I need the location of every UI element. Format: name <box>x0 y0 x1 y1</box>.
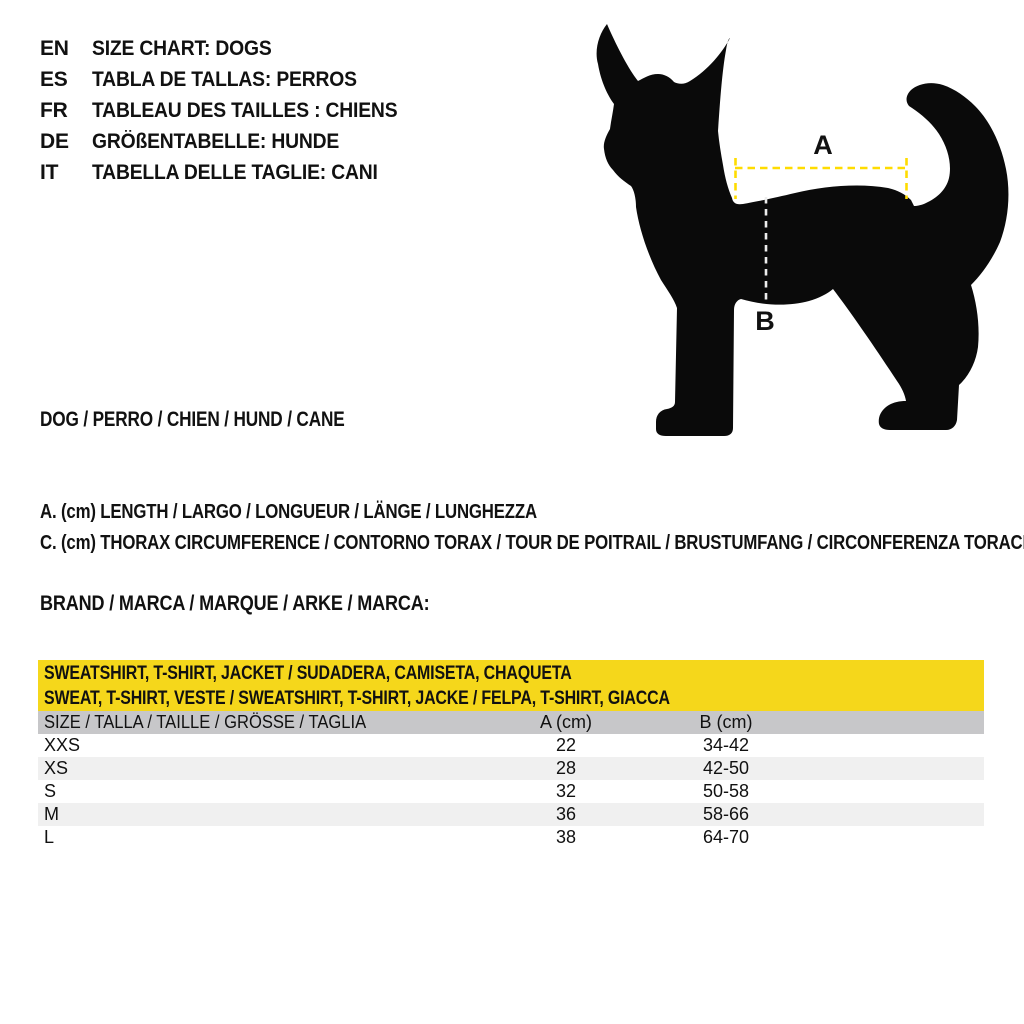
row-a-value: 38 <box>555 827 577 847</box>
garment-banner-text-2: SWEAT, T-SHIRT, VESTE / SWEATSHIRT, T-SH… <box>44 688 670 709</box>
row-b-value: 64-70 <box>702 827 750 847</box>
language-row-fr: FR TABLEAU DES TAILLES : CHIENS <box>40 95 424 126</box>
language-code: EN <box>40 37 69 60</box>
row-size: XXS <box>44 735 81 755</box>
header-b-label: B (cm) <box>699 712 753 732</box>
header-a-label: A (cm) <box>540 712 592 732</box>
garment-banner-text-1: SWEATSHIRT, T-SHIRT, JACKET / SUDADERA, … <box>44 663 572 684</box>
table-row-xs: XS 28 42-50 <box>38 757 984 780</box>
row-a-value: 36 <box>555 804 577 824</box>
dog-silhouette-diagram <box>596 24 1009 436</box>
dog-silhouette <box>596 24 1009 436</box>
language-code: ES <box>40 68 68 91</box>
language-row-es: ES TABLA DE TALLAS: PERROS <box>40 64 424 95</box>
language-code: FR <box>40 99 68 122</box>
row-a-value: 22 <box>555 735 577 755</box>
brand-line: BRAND / MARCA / MARQUE / ARKE / MARCA: <box>40 592 493 616</box>
brand-text: BRAND / MARCA / MARQUE / ARKE / MARCA: <box>40 592 430 615</box>
species-line: DOG / PERRO / CHIEN / HUND / CANE <box>40 408 411 432</box>
header-size-label: SIZE / TALLA / TAILLE / GRÖSSE / TAGLIA <box>44 711 394 734</box>
measure-label-b: B <box>755 306 775 336</box>
row-b-value: 34-42 <box>702 735 750 755</box>
language-row-de: DE GRÖßENTABELLE: HUNDE <box>40 126 424 157</box>
legend-measure-c-text: C. (cm) THORAX CIRCUMFERENCE / CONTORNO … <box>40 532 1024 554</box>
table-row-xxs: XXS 22 34-42 <box>38 734 984 757</box>
language-row-it: IT TABELLA DELLE TAGLIE: CANI <box>40 157 424 188</box>
language-title: TABLA DE TALLAS: PERROS <box>92 68 357 91</box>
table-row-m: M 36 58-66 <box>38 803 984 826</box>
row-size: S <box>44 781 57 801</box>
row-size: XS <box>44 758 69 778</box>
species-text: DOG / PERRO / CHIEN / HUND / CANE <box>40 408 345 431</box>
legend-measure-a: A. (cm) LENGTH / LARGO / LONGUEUR / LÄNG… <box>40 501 632 524</box>
size-table: SIZE / TALLA / TAILLE / GRÖSSE / TAGLIA … <box>38 711 984 849</box>
row-a-value: 32 <box>555 781 577 801</box>
language-row-en: EN SIZE CHART: DOGS <box>40 33 424 64</box>
language-title-list: EN SIZE CHART: DOGS ES TABLA DE TALLAS: PE… <box>40 33 424 188</box>
language-code: IT <box>40 161 59 184</box>
language-code: DE <box>40 130 69 153</box>
measure-label-a: A <box>813 130 833 160</box>
table-row-s: S 32 50-58 <box>38 780 984 803</box>
table-row-l: L 38 64-70 <box>38 826 984 849</box>
language-title: SIZE CHART: DOGS <box>92 37 272 60</box>
row-b-value: 42-50 <box>702 758 750 778</box>
language-title: TABLEAU DES TAILLES : CHIENS <box>92 99 398 122</box>
row-b-value: 58-66 <box>702 804 750 824</box>
row-b-value: 50-58 <box>702 781 750 801</box>
row-a-value: 28 <box>555 758 577 778</box>
size-table-header-row: SIZE / TALLA / TAILLE / GRÖSSE / TAGLIA … <box>38 711 984 734</box>
garment-banner-line-1: SWEATSHIRT, T-SHIRT, JACKET / SUDADERA, … <box>44 661 984 686</box>
measure-a-dashed-lines <box>734 158 908 199</box>
header-size-text: SIZE / TALLA / TAILLE / GRÖSSE / TAGLIA <box>44 712 367 732</box>
language-title: GRÖßENTABELLE: HUNDE <box>92 130 340 153</box>
garment-banner-line-2: SWEAT, T-SHIRT, VESTE / SWEATSHIRT, T-SH… <box>44 686 984 711</box>
garment-banner: SWEATSHIRT, T-SHIRT, JACKET / SUDADERA, … <box>38 660 984 711</box>
row-size: L <box>44 827 55 847</box>
row-size: M <box>44 804 59 824</box>
legend-measure-a-text: A. (cm) LENGTH / LARGO / LONGUEUR / LÄNG… <box>40 501 537 523</box>
legend-measure-c: C. (cm) THORAX CIRCUMFERENCE / CONTORNO … <box>40 532 1024 555</box>
language-title: TABELLA DELLE TAGLIE: CANI <box>92 161 378 184</box>
